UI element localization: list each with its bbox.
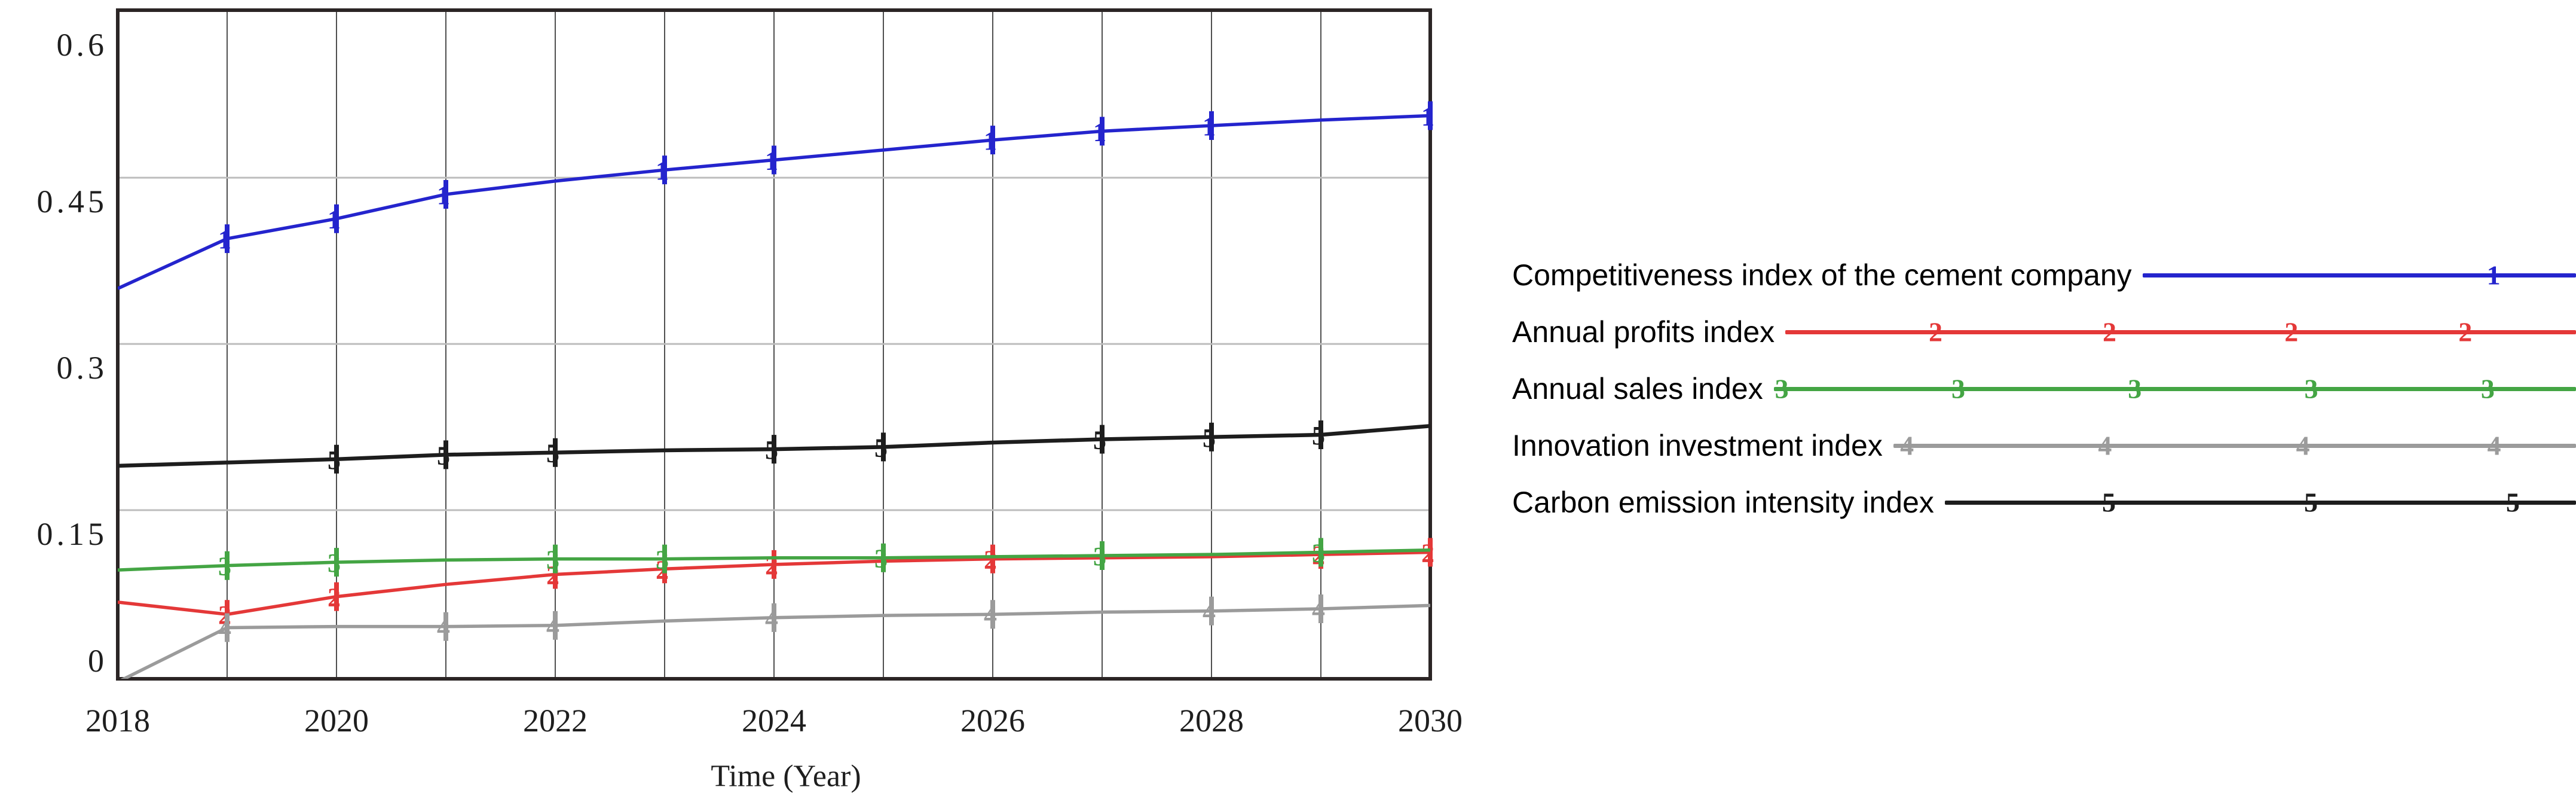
plot-area: 111111111222222223333333444444455555555 [116, 8, 1434, 681]
series-marker-numeral: 1 [765, 147, 778, 176]
series-marker-numeral: 2 [765, 551, 778, 580]
legend-line: 5 5 5 [1944, 487, 2576, 518]
series-marker-numeral: 3 [1312, 538, 1325, 568]
legend-marker-numeral: 2 [2284, 316, 2299, 347]
series-marker-numeral: 1 [656, 156, 669, 185]
legend-row: Competitiveness index of the cement comp… [1512, 254, 2576, 296]
series-marker-numeral: 2 [328, 583, 341, 612]
series-marker-numeral: 5 [1312, 421, 1325, 450]
y-axis-tick-label: 0 [88, 643, 108, 679]
y-axis-tick-label: 0.15 [36, 516, 108, 553]
legend-row: Carbon emission intensity index 5 5 5 [1512, 481, 2576, 523]
legend-label: Annual profits index [1512, 315, 1775, 349]
series-marker-numeral: 5 [546, 439, 559, 468]
series-marker-numeral: 3 [656, 545, 669, 575]
series-marker-numeral: 4 [1203, 597, 1216, 627]
legend-marker-numeral: 2 [2103, 316, 2117, 347]
series-marker-numeral: 1 [1093, 117, 1106, 147]
series-marker-numeral: 2 [984, 545, 997, 575]
series-marker-numeral: 1 [984, 126, 997, 155]
legend-row: Annual profits index 2 2 2 2 [1512, 311, 2576, 353]
series-marker-numeral: 3 [218, 552, 231, 581]
x-axis-tick-label: 2026 [960, 703, 1025, 739]
series-marker-numeral: 5 [328, 446, 341, 475]
x-axis-tick-label: 2030 [1398, 703, 1463, 739]
series-marker-numeral: 1 [437, 181, 450, 210]
series-marker-numeral: 3 [328, 548, 341, 578]
plot-border [116, 8, 1432, 681]
series-marker-numeral: 4 [765, 604, 778, 633]
legend-marker-numeral: 3 [1951, 373, 1965, 404]
legend-label: Innovation investment index [1512, 429, 1883, 462]
legend-marker-numeral: 3 [2128, 373, 2142, 404]
series-marker-numeral: 1 [218, 225, 231, 254]
series-marker-numeral: 4 [1312, 595, 1325, 624]
series-marker-numeral: 5 [1203, 423, 1216, 453]
legend-marker-numeral: 4 [2487, 430, 2501, 461]
series-marker-numeral: 4 [218, 614, 231, 643]
series-marker-numeral: 5 [765, 435, 778, 465]
series-marker-numeral: 5 [1093, 425, 1106, 455]
series-marker-numeral: 1 [328, 205, 341, 234]
series-marker-numeral: 5 [437, 441, 450, 470]
legend-marker-numeral: 4 [2098, 430, 2112, 461]
legend-label: Competitiveness index of the cement comp… [1512, 258, 2132, 292]
x-axis-tick-label: 2018 [85, 703, 150, 739]
legend-line: 4 4 4 4 [1893, 431, 2576, 461]
legend-row: Annual sales index 3 3 3 3 3 [1512, 368, 2576, 410]
legend-line: 2 2 2 2 [1785, 317, 2576, 347]
legend: Competitiveness index of the cement comp… [1512, 0, 2576, 799]
legend-marker-numeral: 5 [2303, 487, 2318, 518]
x-axis-tick-label: 2024 [742, 703, 806, 739]
legend-marker-numeral: 2 [1929, 316, 1942, 347]
series-marker-numeral: 1 [1203, 112, 1216, 141]
legend-marker-numeral: 2 [2458, 316, 2473, 347]
series-marker-numeral: 3 [874, 544, 888, 574]
legend-label: Annual sales index [1512, 372, 1763, 405]
legend-line: 1 [2142, 260, 2576, 291]
y-axis-tick-label: 0.45 [36, 184, 108, 220]
x-axis-tick-label: 2028 [1179, 703, 1244, 739]
series-marker-numeral: 5 [874, 433, 888, 462]
legend-marker-numeral: 4 [2296, 430, 2310, 461]
legend-label: Carbon emission intensity index [1512, 486, 1934, 519]
legend-marker-numeral: 3 [2304, 373, 2318, 404]
x-axis-tick-label: 2022 [523, 703, 588, 739]
legend-marker-numeral: 3 [2480, 373, 2495, 404]
series-marker-numeral: 4 [984, 600, 997, 630]
series-marker-numeral: 1 [1421, 102, 1434, 131]
x-axis-title: Time (Year) [711, 759, 861, 794]
legend-row: Innovation investment index 4 4 4 4 [1512, 425, 2576, 466]
legend-line: 3 3 3 3 3 [1773, 374, 2576, 404]
y-axis-tick-label: 0.6 [56, 27, 108, 63]
series-marker-numeral: 2 [1421, 538, 1434, 568]
series-marker-numeral: 3 [1093, 542, 1106, 571]
legend-marker-numeral: 5 [2102, 487, 2116, 518]
x-axis-tick-label: 2020 [304, 703, 369, 739]
y-axis-tick-label: 0.3 [56, 350, 108, 386]
series-marker-numeral: 3 [546, 545, 559, 575]
series-marker-numeral: 4 [437, 613, 450, 642]
legend-marker-numeral: 4 [1900, 430, 1914, 461]
legend-marker-numeral: 5 [2505, 487, 2520, 518]
legend-marker-numeral: 3 [1775, 373, 1789, 404]
legend-marker-numeral: 1 [2486, 260, 2501, 291]
series-marker-numeral: 4 [546, 612, 559, 641]
